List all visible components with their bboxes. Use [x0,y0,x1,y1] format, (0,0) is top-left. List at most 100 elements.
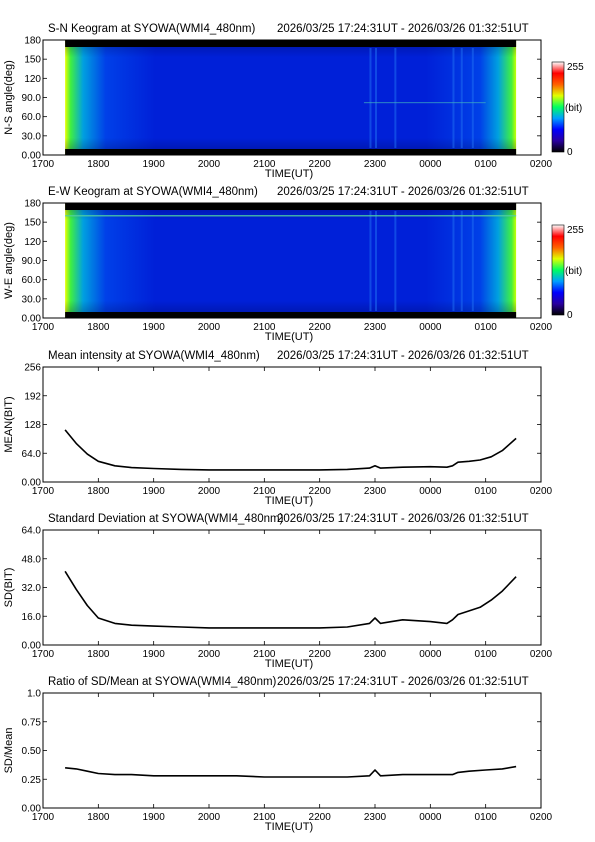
keogram-streak [452,48,455,148]
plot-frame [42,692,542,809]
colorbar: 255 (bit) 0 [551,61,584,158]
keogram-streak [452,211,455,311]
keogram-streak [460,211,463,311]
x-tick-label: 0200 [530,812,553,823]
x-tick-label: 1700 [32,322,55,333]
x-tick-label: 1800 [87,322,110,333]
y-tick-label: 16.0 [22,612,42,623]
keogram-line-feature [363,102,486,104]
colorbar-max-label: 255 [567,62,584,73]
x-tick-label: 0100 [475,812,498,823]
keogram-mask-bottom [65,312,517,318]
panel-time-range: 2026/03/25 17:24:31UT - 2026/03/26 01:32… [277,513,529,525]
y-tick-label: 60.0 [22,275,42,286]
keogram-streak [394,48,397,148]
x-tick-label: 0200 [530,159,553,170]
panel-title: Mean intensity at SYOWA(WMI4_480nm) [48,350,260,362]
x-tick-label: 2200 [309,649,332,660]
keogram-streak [375,48,377,148]
y-axis-label: N-S angle(deg) [3,60,15,135]
x-tick-label: 2000 [198,159,221,170]
y-axis-label: MEAN(BIT) [3,396,15,452]
y-tick-label: 1.0 [27,689,41,700]
y-axis-label: W-E angle(deg) [3,222,15,299]
keogram-streak [375,211,377,311]
y-tick-label: 150 [24,218,41,229]
x-tick-label: 0000 [419,649,442,660]
keogram-line-feature [65,215,517,217]
y-tick-label: 0.00 [22,641,42,652]
y-tick-label: 48.0 [22,554,42,565]
panel-time-range: 2026/03/25 17:24:31UT - 2026/03/26 01:32… [277,23,529,35]
x-tick-label: 0000 [419,486,442,497]
panel-2: E-W Keogram at SYOWA(WMI4_480nm) 2026/03/… [3,186,584,343]
series-line [65,765,517,778]
x-axis-label: TIME(UT) [265,331,313,343]
y-tick-label: 192 [24,391,41,402]
colorbar-unit-label: (bit) [565,266,582,277]
panel-5: Ratio of SD/Mean at SYOWA(WMI4_480nm) 202… [3,676,553,833]
x-tick-label: 1800 [87,649,110,660]
x-tick-label: 0100 [475,649,498,660]
y-tick-label: 0.00 [22,314,42,325]
panel-title: E-W Keogram at SYOWA(WMI4_480nm) [48,186,258,198]
y-tick-label: 128 [24,420,41,431]
x-tick-label: 2300 [364,486,387,497]
y-tick-label: 0.00 [22,151,42,162]
x-tick-label: 2200 [309,812,332,823]
keogram-edge-shade [65,40,517,155]
x-tick-label: 2100 [253,649,276,660]
keogram-mask-top [65,203,517,210]
colorbar: 255 (bit) 0 [551,224,584,321]
x-tick-label: 1800 [87,486,110,497]
x-tick-label: 0000 [419,159,442,170]
y-axis-label: SD(BIT) [3,568,15,608]
y-tick-label: 32.0 [22,583,42,594]
y-tick-label: 0.00 [22,478,42,489]
x-tick-label: 1900 [143,812,166,823]
keogram-mask-bottom [65,149,517,155]
x-tick-label: 0200 [530,649,553,660]
y-tick-label: 120 [24,237,41,248]
keogram-streak [394,211,397,311]
x-tick-label: 2300 [364,322,387,333]
x-tick-label: 2300 [364,649,387,660]
colorbar-max-label: 255 [567,225,584,236]
colorbar-min-label: 0 [567,147,573,158]
y-tick-label: 0.75 [22,717,42,728]
x-axis-label: TIME(UT) [265,821,313,833]
x-axis-label: TIME(UT) [265,658,313,670]
x-tick-label: 2100 [253,159,276,170]
x-tick-label: 1900 [143,486,166,497]
x-tick-label: 2200 [309,159,332,170]
x-tick-label: 1700 [32,649,55,660]
panel-title: Standard Deviation at SYOWA(WMI4_480nm) [48,513,284,525]
x-tick-label: 1800 [87,812,110,823]
y-tick-label: 180 [24,199,41,210]
colorbar-unit-label: (bit) [565,103,582,114]
y-tick-label: 30.0 [22,131,42,142]
panel-time-range: 2026/03/25 17:24:31UT - 2026/03/26 01:32… [277,186,529,198]
x-tick-label: 1800 [87,159,110,170]
x-tick-label: 2000 [198,812,221,823]
x-tick-label: 2300 [364,159,387,170]
y-tick-label: 60.0 [22,112,42,123]
y-tick-label: 90.0 [22,256,42,267]
y-tick-label: 64.0 [22,449,42,460]
y-tick-label: 120 [24,74,41,85]
colorbar-scale [551,224,565,316]
x-tick-label: 0200 [530,322,553,333]
x-tick-label: 0200 [530,486,553,497]
x-tick-label: 0100 [475,486,498,497]
panel-3: Mean intensity at SYOWA(WMI4_480nm) 2026/… [3,350,553,507]
keogram-edge-shade [65,203,517,318]
x-tick-label: 2000 [198,649,221,660]
x-axis-label: TIME(UT) [265,168,313,180]
x-tick-label: 2300 [364,812,387,823]
colorbar-min-label: 0 [567,310,573,321]
series-line [64,429,517,471]
x-tick-label: 0000 [419,812,442,823]
x-tick-label: 1900 [143,159,166,170]
keogram-streak [369,211,372,311]
